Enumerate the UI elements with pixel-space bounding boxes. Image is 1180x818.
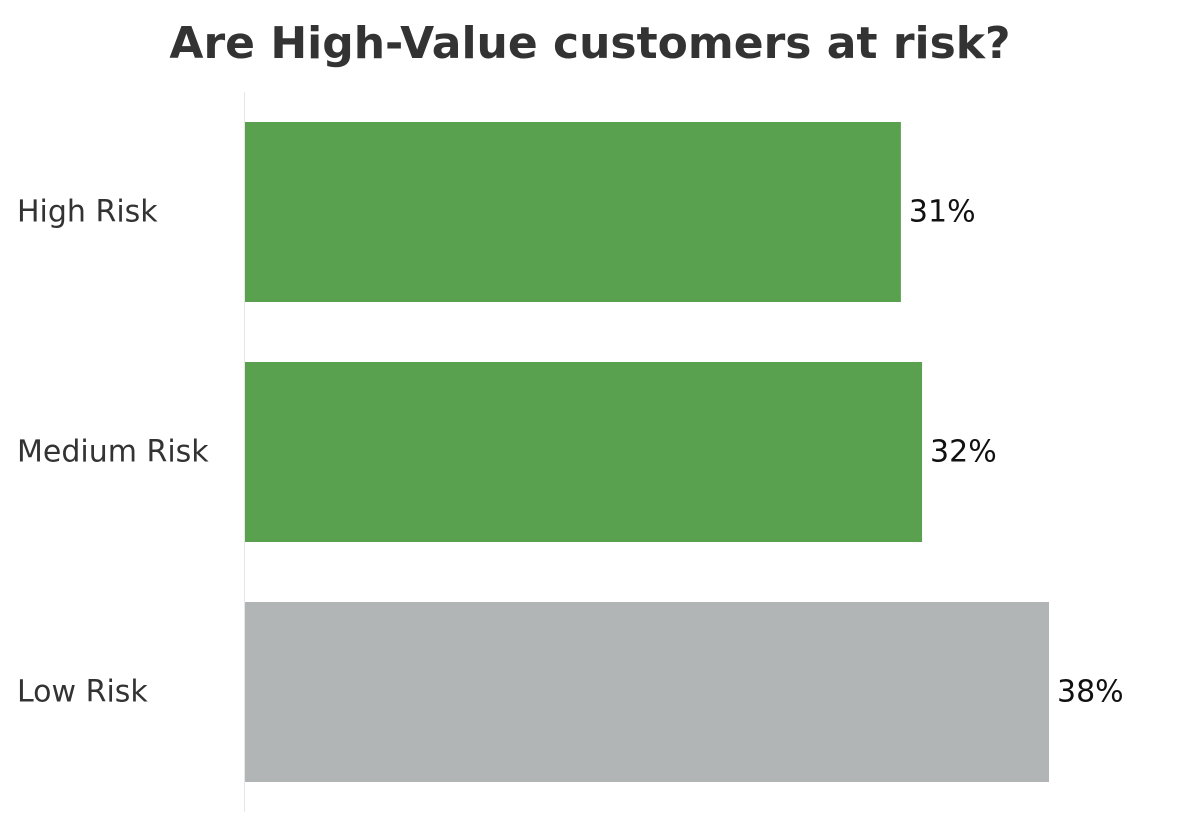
category-label-low-risk: Low Risk — [17, 675, 148, 710]
category-label-medium-risk: Medium Risk — [17, 435, 209, 470]
value-label-medium-risk: 32% — [930, 435, 997, 470]
bar-medium-risk[interactable] — [245, 362, 923, 542]
chart-title: Are High-Value customers at risk? — [169, 18, 1011, 69]
bar-high-risk[interactable] — [245, 122, 901, 302]
bar-low-risk[interactable] — [245, 602, 1049, 782]
value-label-high-risk: 31% — [909, 195, 976, 230]
category-label-high-risk: High Risk — [17, 195, 158, 230]
bars-layer: High Risk 31% Medium Risk 32% Low Risk 38% — [17, 122, 1124, 782]
value-label-low-risk: 38% — [1057, 675, 1124, 710]
